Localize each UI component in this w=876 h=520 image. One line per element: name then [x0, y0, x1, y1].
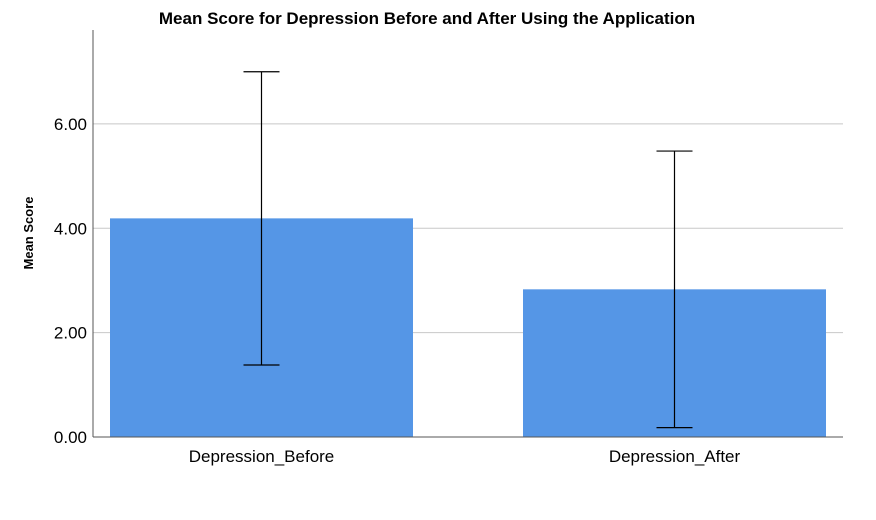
x-tick-labels: Depression_Before Depression_After	[189, 447, 741, 466]
y-tick-label: 4.00	[54, 219, 87, 238]
y-tick-label: 0.00	[54, 428, 87, 447]
x-tick-label: Depression_After	[609, 447, 741, 466]
y-tick-label: 6.00	[54, 115, 87, 134]
bars	[110, 218, 826, 437]
x-tick-label: Depression_Before	[189, 447, 335, 466]
y-tick-label: 2.00	[54, 324, 87, 343]
y-axis-label: Mean Score	[21, 197, 36, 270]
chart-title: Mean Score for Depression Before and Aft…	[159, 9, 695, 28]
error-bars	[243, 71, 693, 429]
y-tick-labels: 0.00 2.00 4.00 6.00	[54, 115, 87, 447]
